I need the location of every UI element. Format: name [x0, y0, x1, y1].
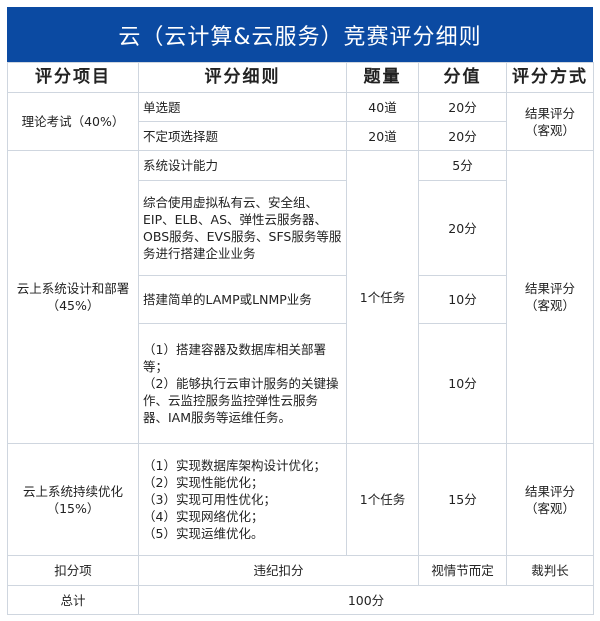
deduction-item: 扣分项: [7, 555, 139, 586]
table-row: 云上系统设计和部署（45%） 系统设计能力 1个任务 5分 结果评分 （客观）: [7, 150, 594, 444]
method-cell: 结果评分 （客观）: [506, 443, 594, 556]
qty-cell: 1个任务: [346, 150, 419, 444]
header-qty: 题量: [346, 62, 419, 93]
table-row: （1）搭建容器及数据库相关部署等； （2）能够执行云审计服务的关键操作、云监控服…: [8, 323, 594, 444]
header-item: 评分项目: [7, 62, 139, 93]
qty-cell: 1个任务: [346, 443, 419, 556]
table-row: 综合使用虚拟私有云、安全组、EIP、ELB、AS、弹性云服务器、OBS服务、EV…: [8, 180, 594, 276]
table-row: 不定项选择题 20道 20分: [8, 121, 594, 151]
optimize-item: 云上系统持续优化 （15%）: [7, 443, 139, 556]
detail-cell: （1）搭建容器及数据库相关部署等； （2）能够执行云审计服务的关键操作、云监控服…: [138, 323, 347, 444]
total-value: 100分: [138, 585, 594, 615]
detail-cell: 综合使用虚拟私有云、安全组、EIP、ELB、AS、弹性云服务器、OBS服务、EV…: [138, 180, 347, 276]
detail-cell: （1）实现数据库架构设计优化； （2）实现性能优化； （3）实现可用性优化； （…: [138, 443, 347, 556]
detail-cell: 搭建简单的LAMP或LNMP业务: [138, 275, 347, 324]
deduction-score: 视情节而定: [418, 555, 507, 586]
table-row: 搭建简单的LAMP或LNMP业务 10分: [8, 275, 594, 324]
deduction-detail: 违纪扣分: [138, 555, 419, 586]
detail-cell: 单选题: [138, 92, 347, 122]
header-detail: 评分细则: [138, 62, 347, 93]
score-cell: 20分: [418, 180, 507, 276]
qty-cell: 20道: [346, 121, 419, 151]
page-title: 云（云计算&云服务）竞赛评分细则: [7, 7, 593, 62]
method-cell: 结果评分 （客观）: [506, 92, 594, 151]
deduction-method: 裁判长: [506, 555, 594, 586]
score-cell: 15分: [418, 443, 507, 556]
deduction-row: 扣分项 违纪扣分 视情节而定 裁判长: [7, 555, 594, 586]
total-row: 总计 100分: [7, 585, 594, 615]
table-row: 理论考试（40%） 单选题 40道 20分 结果评分 （客观）: [7, 92, 594, 151]
design-item: 云上系统设计和部署（45%）: [7, 150, 139, 444]
header-method: 评分方式: [506, 62, 594, 93]
score-cell: 5分: [418, 150, 507, 181]
score-cell: 20分: [418, 92, 507, 122]
scoring-table: 评分项目 评分细则 题量 分值 评分方式 理论考试（40%） 单选题 40道 2…: [7, 62, 594, 615]
total-label: 总计: [7, 585, 139, 615]
table-row: 云上系统持续优化 （15%） （1）实现数据库架构设计优化； （2）实现性能优化…: [7, 443, 594, 556]
score-cell: 20分: [418, 121, 507, 151]
score-cell: 10分: [418, 323, 507, 444]
theory-item: 理论考试（40%）: [7, 92, 139, 151]
header-row: 评分项目 评分细则 题量 分值 评分方式: [7, 62, 594, 93]
detail-cell: 系统设计能力: [138, 150, 347, 181]
header-score: 分值: [418, 62, 507, 93]
qty-cell: 40道: [346, 92, 419, 122]
scoring-table-document: 云（云计算&云服务）竞赛评分细则 评分项目 评分细则 题量 分值 评分方式 理论…: [7, 7, 594, 615]
method-cell: 结果评分 （客观）: [506, 150, 594, 444]
score-cell: 10分: [418, 275, 507, 324]
detail-cell: 不定项选择题: [138, 121, 347, 151]
